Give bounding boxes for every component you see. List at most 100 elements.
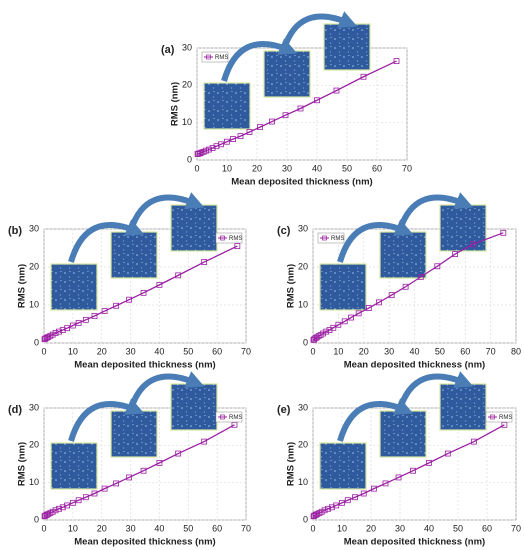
data-marker: [388, 292, 395, 299]
inset-image: [50, 442, 98, 490]
data-marker: [393, 58, 400, 64]
data-marker: [501, 421, 508, 428]
data-marker: [59, 504, 66, 511]
data-marker: [126, 296, 133, 303]
inset-arrow: [221, 38, 298, 82]
x-tick-label: 10: [337, 523, 347, 533]
x-tick-label: 20: [359, 346, 369, 356]
inset-image: [110, 231, 158, 279]
inset-image: [439, 204, 487, 252]
x-tick-label: 60: [212, 346, 222, 356]
inset-image: [439, 383, 487, 431]
data-marker: [175, 450, 182, 457]
legend-box: [317, 232, 345, 244]
data-marker: [201, 259, 208, 265]
x-tick-label: 40: [154, 346, 164, 356]
inset-arrow: [68, 219, 145, 263]
data-marker: [341, 318, 348, 325]
x-tick-label: 60: [212, 523, 222, 533]
inset-arrow: [128, 371, 205, 410]
x-tick-label: 60: [372, 163, 382, 173]
data-marker: [101, 308, 108, 314]
legend-label: RMS: [331, 236, 344, 242]
y-tick-label: 20: [298, 440, 308, 450]
data-marker: [471, 438, 477, 445]
data-marker: [218, 141, 224, 148]
y-tick-label: 20: [29, 440, 39, 450]
y-axis-label: RMS (nm): [286, 442, 297, 486]
data-marker: [91, 313, 98, 319]
data-marker: [126, 474, 133, 481]
legend-box: [485, 411, 513, 423]
y-tick-label: 30: [29, 402, 39, 412]
y-axis-label: RMS (nm): [17, 264, 28, 308]
inset-image: [50, 263, 98, 311]
x-tick-label: 20: [252, 163, 262, 173]
x-tick-label: 0: [41, 523, 46, 533]
y-tick-label: 0: [34, 337, 39, 347]
data-marker: [323, 328, 330, 335]
data-marker: [452, 251, 459, 257]
data-marker: [69, 499, 76, 506]
data-marker: [43, 511, 50, 518]
data-marker: [75, 497, 82, 504]
x-tick-label: 20: [97, 346, 107, 356]
data-marker: [312, 511, 319, 518]
inset-image: [379, 410, 427, 458]
data-marker: [269, 118, 275, 125]
x-axis-label: Mean deposited thickness (nm): [74, 360, 215, 371]
inset-image: [263, 50, 311, 98]
data-marker: [257, 124, 263, 131]
x-tick-label: 20: [97, 523, 107, 533]
data-marker: [140, 467, 147, 474]
legend-box: [215, 411, 243, 423]
x-tick-label: 70: [402, 163, 412, 173]
y-axis-label: RMS (nm): [17, 442, 28, 486]
x-tick-label: 70: [511, 523, 521, 533]
inset-image: [110, 410, 158, 458]
inset-image: [379, 231, 427, 279]
x-tick-label: 30: [384, 346, 394, 356]
data-marker: [434, 263, 441, 270]
inset-arrow: [68, 398, 145, 442]
x-tick-label: 60: [482, 523, 492, 533]
y-tick-label: 10: [298, 477, 308, 487]
data-marker: [395, 474, 402, 481]
x-tick-label: 40: [154, 523, 164, 533]
data-marker: [101, 485, 108, 492]
data-marker: [237, 133, 244, 140]
y-tick-label: 0: [303, 337, 308, 347]
x-tick-label: 0: [310, 523, 315, 533]
data-marker: [444, 450, 451, 457]
data-marker: [320, 330, 327, 337]
data-marker: [360, 490, 367, 497]
y-axis-label: RMS (nm): [170, 82, 181, 126]
data-marker: [333, 87, 340, 94]
x-tick-label: 10: [222, 163, 232, 173]
data-marker: [209, 145, 216, 151]
data-marker: [312, 335, 319, 341]
data-marker: [91, 490, 98, 497]
x-tick-label: 30: [126, 346, 136, 356]
y-tick-label: 0: [187, 154, 192, 164]
y-tick-label: 10: [182, 117, 192, 127]
data-marker: [203, 147, 209, 154]
inset-arrow: [281, 11, 358, 50]
data-marker: [321, 507, 328, 514]
data-marker: [56, 328, 62, 335]
inset-image: [170, 383, 218, 431]
inset-arrow: [337, 219, 414, 263]
legend-label: RMS: [499, 415, 512, 421]
x-tick-label: 40: [424, 523, 434, 533]
data-marker: [500, 229, 507, 236]
legend-label: RMS: [215, 55, 228, 61]
data-marker: [410, 467, 416, 474]
x-tick-label: 50: [183, 523, 193, 533]
x-tick-label: 40: [312, 163, 322, 173]
data-marker: [344, 497, 351, 504]
data-marker: [52, 507, 59, 514]
inset-image: [319, 442, 367, 490]
panel-label: (a): [161, 44, 175, 56]
y-tick-label: 30: [182, 42, 192, 52]
data-marker: [328, 504, 335, 511]
